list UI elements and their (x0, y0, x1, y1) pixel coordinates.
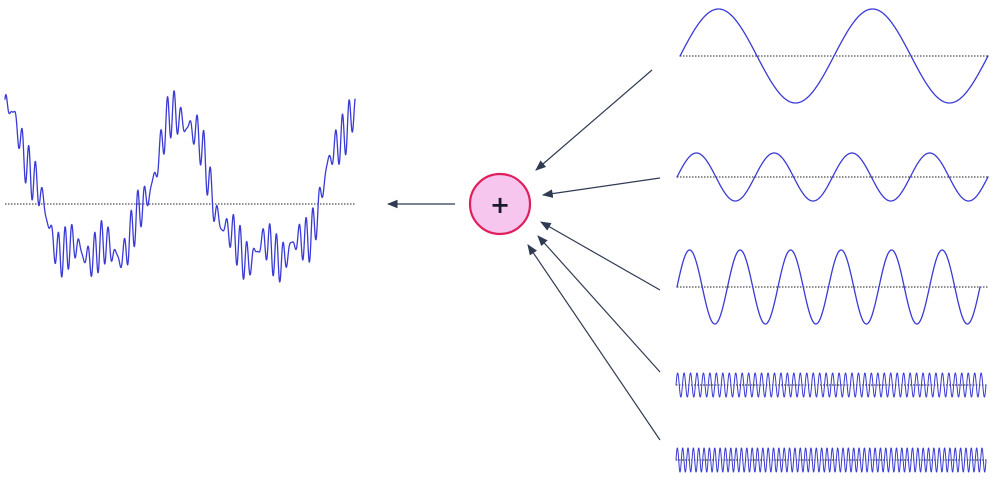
component-wave-2-group (676, 152, 989, 202)
input-arrow-5 (527, 244, 661, 441)
component-wave-1 (679, 8, 989, 104)
input-arrow-3 (540, 221, 661, 291)
input-arrows (527, 69, 661, 441)
sum-wave (4, 90, 356, 283)
component-wave-4 (675, 372, 987, 398)
input-arrow-2 (541, 177, 661, 198)
component-wave-2 (676, 152, 989, 202)
adder-symbol: + (490, 191, 510, 219)
component-wave-3-group (676, 249, 988, 325)
component-wave-3 (676, 249, 981, 325)
component-wave-1-group (679, 8, 989, 104)
sum-wave-group (4, 90, 356, 283)
input-arrow-4 (537, 235, 661, 373)
component-wave-5-group (675, 447, 988, 473)
adder-circle (468, 172, 532, 236)
component-wave-4-group (675, 372, 988, 398)
component-wave-5 (675, 447, 987, 473)
adder-node: + (468, 172, 532, 236)
component-waves (675, 8, 989, 473)
input-arrow-1 (535, 69, 653, 171)
